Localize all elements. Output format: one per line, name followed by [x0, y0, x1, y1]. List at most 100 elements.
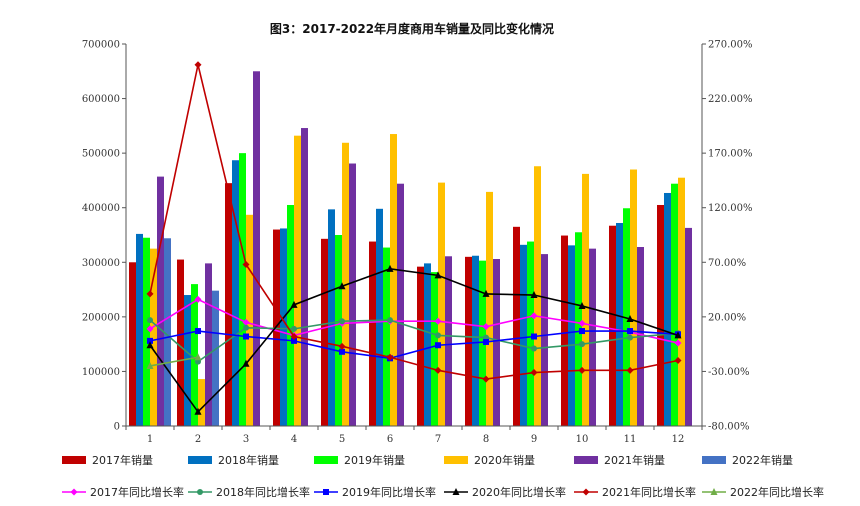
- y2-tick-label: 120.00%: [708, 203, 753, 214]
- legend-swatch: [188, 456, 212, 464]
- legend-marker: [323, 489, 329, 495]
- line-point: [579, 341, 585, 348]
- bar: [191, 284, 198, 426]
- y-tick-label: 700000: [82, 40, 120, 51]
- bar: [685, 227, 692, 426]
- bar: [198, 379, 205, 426]
- bar: [472, 255, 479, 426]
- bar: [205, 263, 212, 426]
- bar: [390, 134, 397, 427]
- line-point: [530, 369, 538, 377]
- y2-tick-label: -30.00%: [708, 367, 750, 378]
- series-line: [149, 319, 679, 363]
- y-tick-label: 200000: [82, 312, 120, 323]
- line-point: [578, 301, 586, 309]
- plot-area: [126, 44, 702, 426]
- bar: [328, 209, 335, 426]
- x-tick-label: 10: [576, 434, 589, 445]
- line-point: [339, 318, 345, 325]
- bar: [657, 204, 664, 426]
- line-point: [338, 342, 346, 350]
- bar: [212, 290, 219, 426]
- legend-label: 2021年同比增长率: [602, 485, 696, 499]
- bar: [397, 183, 404, 426]
- line-point: [146, 361, 154, 369]
- line-point: [434, 317, 442, 325]
- bar: [301, 128, 308, 427]
- bar: [527, 241, 534, 426]
- bar: [623, 208, 630, 426]
- bar: [479, 260, 486, 426]
- line-point: [435, 332, 441, 339]
- legend-swatch: [314, 456, 338, 464]
- legend-label: 2022年销量: [732, 453, 793, 467]
- x-tick-label: 4: [291, 434, 297, 445]
- line-point: [338, 282, 346, 290]
- bar: [150, 248, 157, 426]
- line-point: [627, 334, 633, 341]
- line-point: [146, 325, 154, 333]
- x-tick-label: 5: [339, 434, 345, 445]
- line-point: [531, 345, 537, 352]
- bar: [177, 259, 184, 426]
- legend: 2017年销量 2018年销量 2019年销量 2020年销量 2021年销量 2022年…: [62, 453, 824, 499]
- bar-series-2: [136, 160, 671, 427]
- bar: [486, 191, 493, 426]
- y2-tick-label: 20.00%: [708, 312, 746, 323]
- legend-marker: [710, 488, 718, 495]
- line-point: [531, 333, 537, 340]
- legend-swatch: [702, 456, 726, 464]
- bar: [143, 237, 150, 426]
- y2-tick-label: 170.00%: [708, 149, 753, 160]
- bar: [664, 192, 671, 426]
- bar: [417, 266, 424, 426]
- line-point: [146, 290, 154, 298]
- series-line: [149, 298, 679, 344]
- legend-swatch: [574, 456, 598, 464]
- bar: [541, 254, 548, 426]
- y2-tick-label: -80.00%: [708, 422, 750, 433]
- bar: [349, 163, 356, 427]
- x-tick-label: 2: [195, 434, 201, 445]
- line-series-5: [146, 61, 682, 383]
- line-point: [435, 342, 441, 349]
- line-point: [242, 260, 250, 268]
- bar: [376, 208, 383, 426]
- legend-swatch: [62, 456, 86, 464]
- bar: [465, 256, 472, 426]
- line-point: [386, 353, 394, 361]
- series-line: [149, 64, 679, 380]
- bar: [671, 183, 678, 426]
- series-line: [149, 330, 679, 360]
- line-point: [242, 318, 250, 326]
- line-point: [194, 353, 202, 361]
- bar: [225, 183, 232, 426]
- y-tick-label: 100000: [82, 367, 120, 378]
- legend-swatch: [444, 456, 468, 464]
- bar: [335, 235, 342, 426]
- x-tick-label: 11: [624, 434, 637, 445]
- line-point: [291, 325, 297, 332]
- y2-tick-label: 220.00%: [708, 94, 753, 105]
- bar: [280, 228, 287, 426]
- legend-label: 2019年同比增长率: [342, 485, 436, 499]
- bar-series-6: [164, 238, 219, 426]
- legend-label: 2017年销量: [92, 453, 153, 467]
- legend-label: 2022年同比增长率: [730, 485, 824, 499]
- y-tick-label: 300000: [82, 258, 120, 269]
- bar: [232, 160, 239, 427]
- series-line: [149, 268, 679, 414]
- line-point: [339, 348, 345, 355]
- bar: [445, 256, 452, 426]
- bar: [438, 182, 445, 426]
- bar: [630, 169, 637, 426]
- bar: [294, 135, 301, 426]
- bar: [136, 233, 143, 426]
- x-tick-label: 1: [147, 434, 153, 445]
- line-series-3: [147, 328, 681, 362]
- bar: [246, 214, 253, 426]
- y2-tick-label: 70.00%: [708, 258, 746, 269]
- legend-label: 2018年销量: [218, 453, 279, 467]
- line-point: [674, 331, 682, 339]
